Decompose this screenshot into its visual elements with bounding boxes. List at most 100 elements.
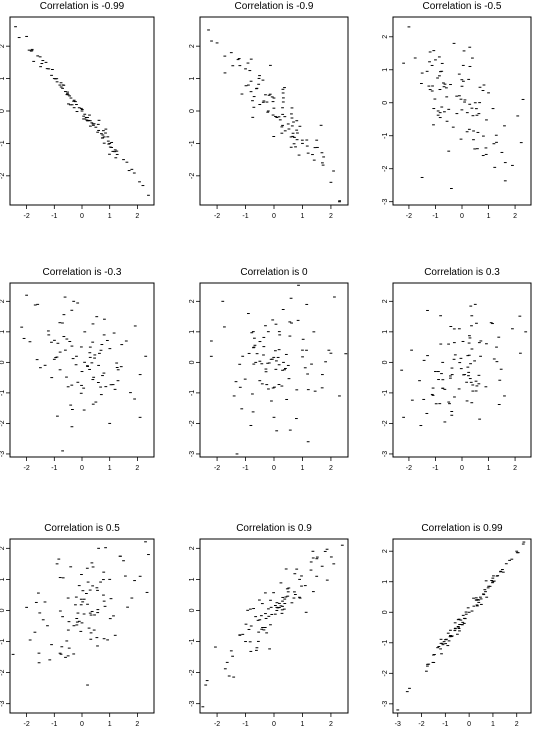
y-tick-label: -2 xyxy=(382,670,389,676)
x-tick-label: -2 xyxy=(406,213,412,220)
scatter-panel-7: Correlation is 0.5 -2 -1 0 1 2 2 1 0 -1 -2 -3 xyxy=(0,523,155,728)
x-tick-label: 1 xyxy=(108,721,112,728)
panel-title: Correlation is -0.5 xyxy=(423,1,502,12)
y-tick-label: -2 xyxy=(189,669,196,675)
y-tick-label: 1 xyxy=(0,77,6,81)
y-tick-label: 1 xyxy=(382,330,389,334)
y-tick-label: 0 xyxy=(0,109,6,113)
x-tick-label: -2 xyxy=(23,465,29,472)
y-tick-label: 2 xyxy=(189,299,196,303)
x-tick-label: 0 xyxy=(272,465,276,472)
y-tick-label: 0 xyxy=(382,360,389,364)
y-tick-label: 1 xyxy=(189,577,196,581)
x-tick-label: 0 xyxy=(272,721,276,728)
scatter-panel-5: Correlation is 0 -2 -1 0 1 2 2 1 0 -1 -2 -3 xyxy=(189,267,349,472)
x-tick-label: 1 xyxy=(301,465,305,472)
y-tick-label: 1 xyxy=(382,580,389,584)
scatter-panel-9: Correlation is 0.99 -3 -2 -1 0 1 2 2 1 0 -1 -2 -3 xyxy=(382,523,532,728)
x-tick-label: -2 xyxy=(214,213,220,220)
x-tick-label: 0 xyxy=(80,213,84,220)
y-tick-label: -1 xyxy=(382,640,389,646)
y-tick-label: -1 xyxy=(189,140,196,146)
y-tick-label: -2 xyxy=(0,420,6,426)
x-tick-label: 1 xyxy=(301,213,305,220)
y-tick-label: -3 xyxy=(189,700,196,706)
y-tick-label: 0 xyxy=(189,360,196,364)
y-tick-label: -1 xyxy=(0,638,6,644)
x-tick-label: 2 xyxy=(329,721,333,728)
y-tick-label: -2 xyxy=(382,420,389,426)
y-tick-label: 0 xyxy=(382,101,389,105)
x-tick-label: -2 xyxy=(214,465,220,472)
y-tick-label: 1 xyxy=(382,68,389,72)
y-tick-label: -2 xyxy=(0,669,6,675)
panel-title: Correlation is -0.99 xyxy=(40,1,125,12)
y-tick-label: -2 xyxy=(0,173,6,179)
panel-title: Correlation is 0.3 xyxy=(424,267,500,278)
x-tick-label: -1 xyxy=(51,465,57,472)
x-tick-label: -3 xyxy=(395,721,401,728)
y-tick-label: 1 xyxy=(0,330,6,334)
y-tick-label: 2 xyxy=(189,546,196,550)
x-tick-label: 2 xyxy=(135,465,139,472)
plot-frame xyxy=(392,16,532,206)
y-tick-label: 1 xyxy=(189,330,196,334)
scatter-panel-8: Correlation is 0.9 -2 -1 0 1 2 2 1 0 -1 -2 -3 xyxy=(189,523,349,728)
y-tick-label: 2 xyxy=(382,299,389,303)
scatter-panel-3: Correlation is -0.5 -2 -1 0 1 2 2 1 0 -1 -2 -3 xyxy=(382,1,532,220)
x-tick-label: 0 xyxy=(460,213,464,220)
y-tick-label: -3 xyxy=(0,700,6,706)
y-tick-label: 1 xyxy=(189,77,196,81)
x-tick-label: 1 xyxy=(487,213,491,220)
y-tick-label: 0 xyxy=(382,610,389,614)
y-tick-label: 2 xyxy=(382,35,389,39)
scatter-panel-1: Correlation is -0.99 -2 -1 0 1 2 2 1 0 -1 -2 xyxy=(0,1,155,220)
y-tick-label: -1 xyxy=(189,390,196,396)
panel-title: Correlation is 0.5 xyxy=(44,523,120,534)
y-tick-label: 0 xyxy=(189,608,196,612)
x-tick-label: 2 xyxy=(329,213,333,220)
x-tick-label: 0 xyxy=(272,213,276,220)
scatter-panel-6: Correlation is 0.3 -2 -1 0 1 2 2 1 0 -1 -2 -3 xyxy=(382,267,532,472)
y-tick-label: -3 xyxy=(382,451,389,457)
x-tick-label: 2 xyxy=(513,465,517,472)
plot-frame xyxy=(199,538,349,714)
x-tick-label: 0 xyxy=(460,465,464,472)
y-tick-label: 2 xyxy=(189,44,196,48)
x-tick-label: -1 xyxy=(442,721,448,728)
y-tick-label: -1 xyxy=(382,390,389,396)
y-tick-label: -3 xyxy=(382,198,389,204)
x-tick-label: 2 xyxy=(329,465,333,472)
x-tick-label: 2 xyxy=(135,213,139,220)
x-tick-label: -1 xyxy=(432,465,438,472)
plot-frame xyxy=(199,16,349,206)
scatter-panel-4: Correlation is -0.3 -2 -1 0 1 2 2 1 0 -1 -2 -3 xyxy=(0,267,155,472)
x-tick-label: -2 xyxy=(23,213,29,220)
y-tick-label: -2 xyxy=(189,173,196,179)
y-tick-label: -3 xyxy=(382,701,389,707)
panel-title: Correlation is 0.99 xyxy=(421,523,503,534)
panel-title: Correlation is 0.9 xyxy=(236,523,312,534)
x-tick-label: -1 xyxy=(51,213,57,220)
plot-frame xyxy=(9,538,155,714)
panel-title: Correlation is -0.3 xyxy=(43,267,122,278)
x-tick-label: -1 xyxy=(242,213,248,220)
x-tick-label: 2 xyxy=(513,213,517,220)
y-tick-label: 0 xyxy=(0,608,6,612)
y-tick-label: -2 xyxy=(382,166,389,172)
x-tick-label: -1 xyxy=(242,721,248,728)
scatter-panel-2: Correlation is -0.9 -2 -1 0 1 2 2 1 0 -1 -2 xyxy=(189,1,349,220)
x-tick-label: -1 xyxy=(432,213,438,220)
y-tick-label: 2 xyxy=(0,44,6,48)
y-tick-label: -3 xyxy=(189,451,196,457)
x-tick-label: -2 xyxy=(406,465,412,472)
y-tick-label: 2 xyxy=(382,549,389,553)
x-tick-label: -1 xyxy=(242,465,248,472)
y-tick-label: -1 xyxy=(0,390,6,396)
x-tick-label: 2 xyxy=(515,721,519,728)
plot-frame xyxy=(199,282,349,458)
x-tick-label: 1 xyxy=(491,721,495,728)
y-tick-label: 2 xyxy=(0,299,6,303)
y-tick-label: 0 xyxy=(189,109,196,113)
